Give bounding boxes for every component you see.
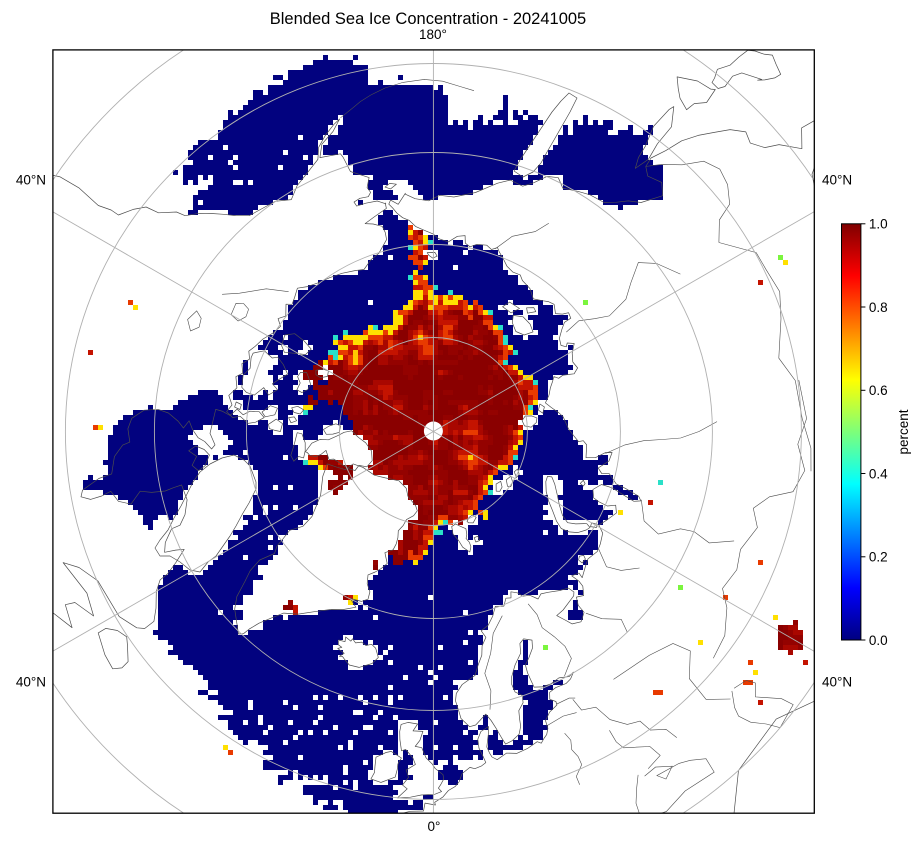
svg-text:0.6: 0.6 xyxy=(869,383,888,398)
svg-text:Blended Sea Ice Concentration: Blended Sea Ice Concentration - 20241005 xyxy=(270,10,586,28)
svg-text:180°: 180° xyxy=(419,27,447,42)
svg-text:40°N: 40°N xyxy=(16,675,46,690)
svg-text:0.4: 0.4 xyxy=(869,466,888,481)
svg-text:1.0: 1.0 xyxy=(869,217,888,232)
svg-text:40°N: 40°N xyxy=(822,173,852,188)
svg-text:0.8: 0.8 xyxy=(869,300,888,315)
svg-text:percent: percent xyxy=(896,409,911,454)
svg-text:0.0: 0.0 xyxy=(869,633,888,648)
svg-text:40°N: 40°N xyxy=(16,173,46,188)
svg-text:40°N: 40°N xyxy=(822,675,852,690)
svg-text:0.2: 0.2 xyxy=(869,550,888,565)
svg-text:0°: 0° xyxy=(428,819,441,834)
